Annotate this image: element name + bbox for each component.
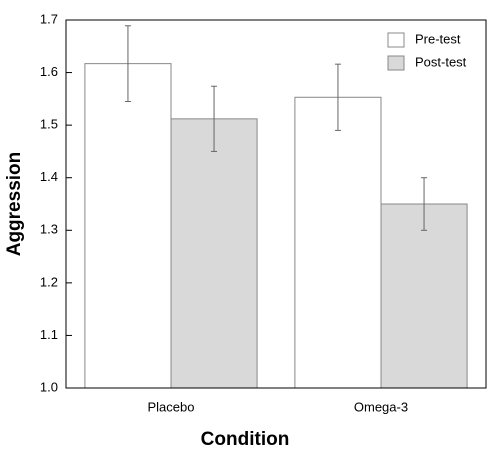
bar	[170, 118, 258, 389]
bar	[84, 63, 172, 389]
y-tick-label: 1.1	[40, 327, 58, 342]
bar	[380, 203, 468, 389]
y-tick-label: 1.5	[40, 117, 58, 132]
plot-frame	[65, 19, 487, 389]
legend-swatch	[387, 32, 405, 48]
y-tick-label: 1.7	[40, 11, 58, 26]
y-axis-title: Aggression	[4, 152, 25, 257]
y-tick-label: 1.2	[40, 274, 58, 289]
y-tick-label: 1.4	[40, 169, 58, 184]
y-tick-label: 1.0	[40, 379, 58, 394]
legend-label: Pre-test	[415, 31, 461, 46]
y-tick-label: 1.3	[40, 222, 58, 237]
x-axis-title: Condition	[201, 429, 290, 450]
bar	[294, 96, 382, 389]
legend-swatch	[387, 55, 405, 71]
x-tick-label: Placebo	[148, 399, 195, 414]
legend-label: Post-test	[415, 54, 467, 69]
x-tick-label: Omega-3	[354, 399, 408, 414]
y-tick-label: 1.6	[40, 64, 58, 79]
